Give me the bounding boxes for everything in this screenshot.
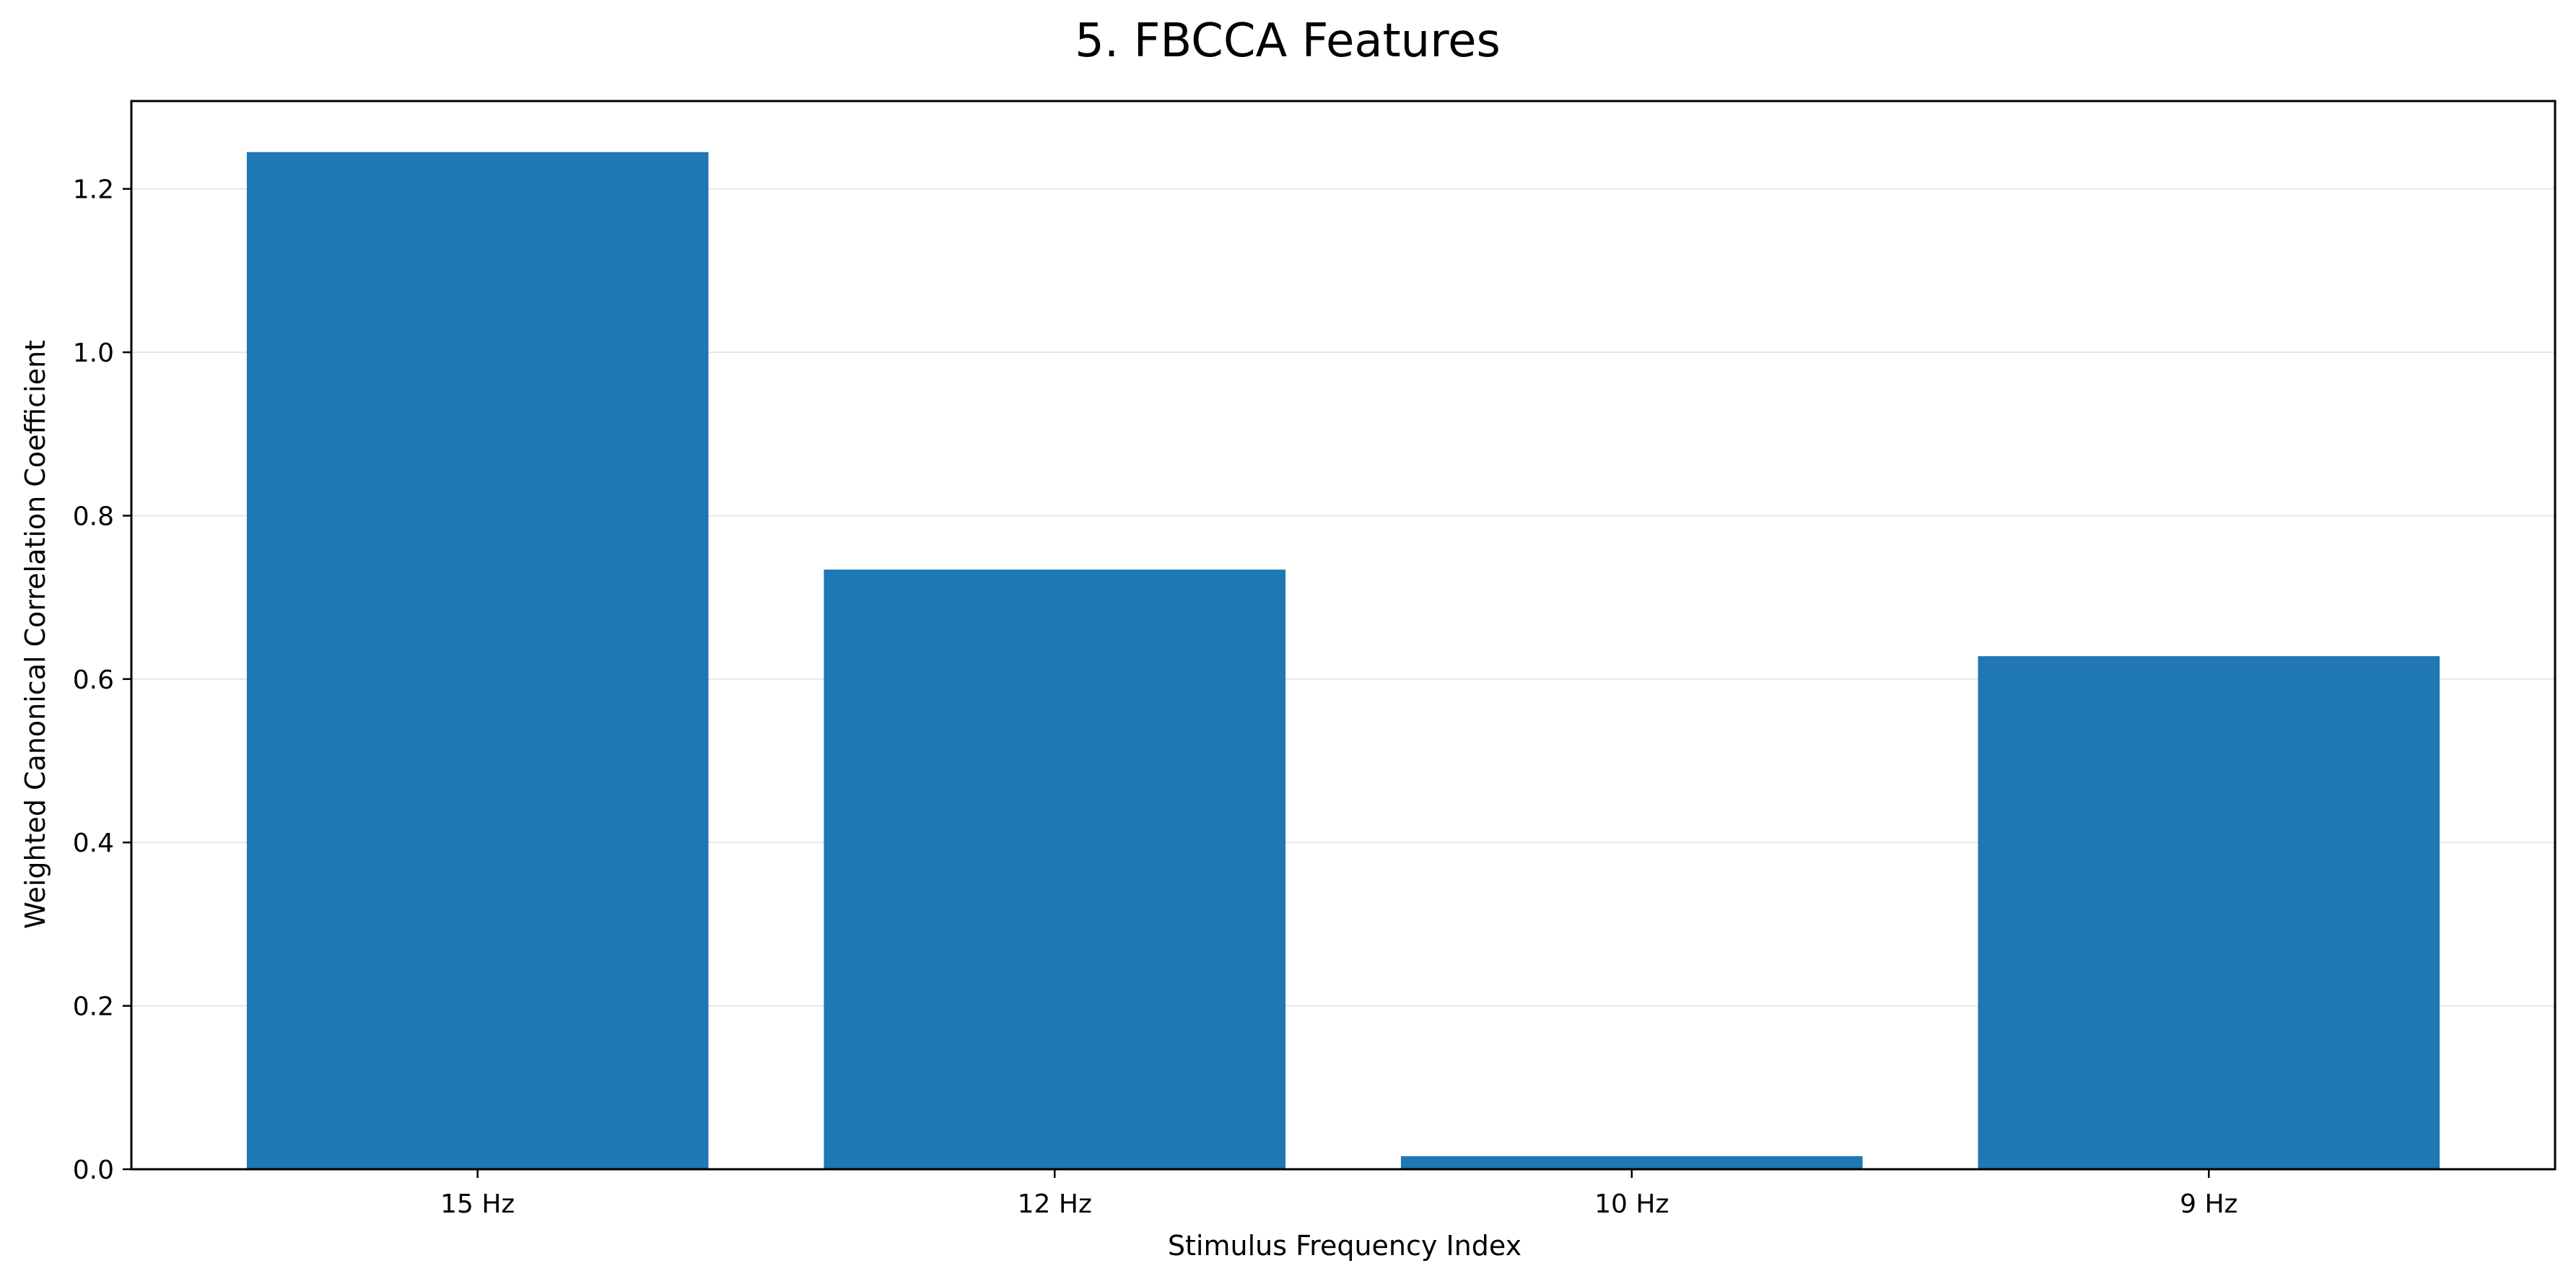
x-tick-label: 10 Hz <box>1594 1189 1669 1219</box>
y-axis-ticks: 0.0 0.2 0.4 0.6 0.8 1.0 1.2 <box>73 175 131 1185</box>
y-tick-label: 1.0 <box>73 339 114 368</box>
y-tick-label: 0.2 <box>73 992 114 1022</box>
y-tick-label: 0.0 <box>73 1156 114 1185</box>
y-tick-label: 0.6 <box>73 665 114 695</box>
bar <box>246 152 709 1169</box>
y-tick-label: 0.4 <box>73 829 114 858</box>
y-tick-label: 0.8 <box>73 502 114 531</box>
y-axis-label: Weighted Canonical Correlation Coefficie… <box>19 340 51 929</box>
bar <box>1400 1156 1863 1169</box>
bars <box>246 152 2440 1169</box>
plot-frame <box>130 100 2557 1171</box>
x-axis-ticks: 15 Hz 12 Hz 10 Hz 9 Hz <box>440 1169 2237 1219</box>
bar <box>824 569 1286 1169</box>
y-tick-label: 1.2 <box>73 175 114 205</box>
bar <box>1978 656 2440 1169</box>
x-axis-label: Stimulus Frequency Index <box>1168 1230 1521 1262</box>
x-tick-label: 12 Hz <box>1018 1189 1092 1219</box>
x-tick-label: 9 Hz <box>2180 1189 2237 1219</box>
x-tick-label: 15 Hz <box>440 1189 515 1219</box>
chart-title: 5. FBCCA Features <box>1075 14 1501 68</box>
